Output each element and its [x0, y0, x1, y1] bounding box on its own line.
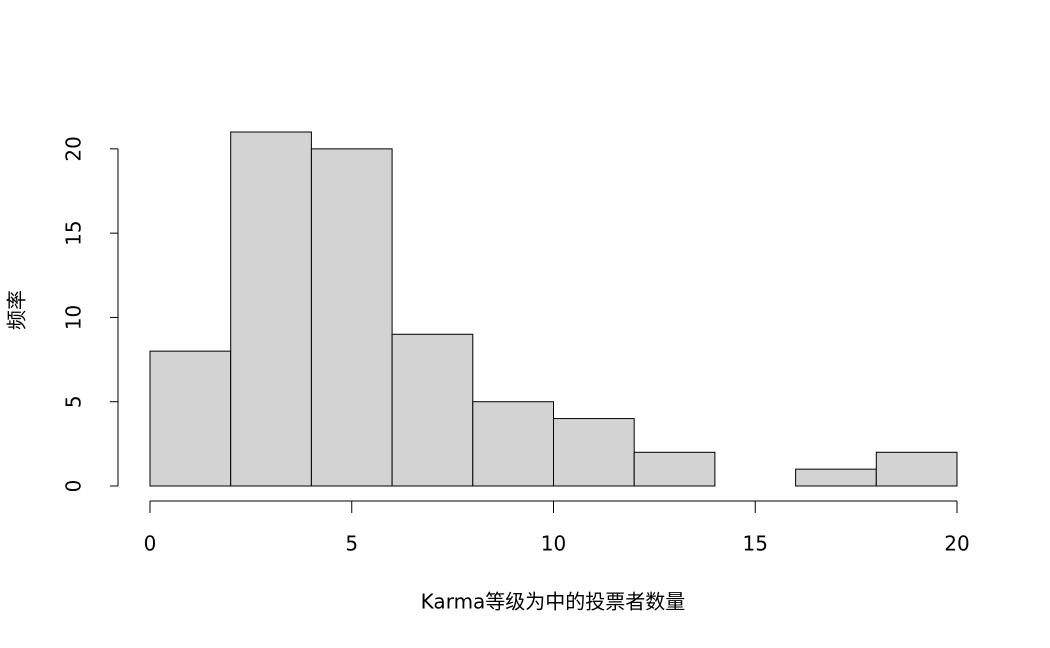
- y-tick-label: 15: [62, 220, 86, 245]
- y-tick-label: 20: [62, 136, 86, 161]
- bar: [310, 148, 393, 487]
- bar: [795, 468, 877, 487]
- bar: [553, 418, 635, 487]
- x-tick-label: 5: [345, 532, 358, 556]
- bar: [472, 401, 554, 487]
- y-tick-label: 10: [62, 305, 86, 330]
- x-tick-label: 20: [944, 532, 969, 556]
- bar: [149, 350, 232, 487]
- bar: [230, 131, 312, 487]
- x-tick-label: 15: [743, 532, 768, 556]
- y-axis-label: 频率: [5, 290, 29, 330]
- y-tick-label: 5: [62, 395, 86, 408]
- bar: [633, 451, 716, 487]
- x-tick-label: 0: [144, 532, 157, 556]
- bar: [875, 451, 958, 487]
- y-tick-label: 0: [62, 480, 86, 493]
- x-tick-label: 10: [541, 532, 566, 556]
- x-axis-label: Karma等级为中的投票者数量: [421, 590, 686, 614]
- bar: [391, 333, 474, 487]
